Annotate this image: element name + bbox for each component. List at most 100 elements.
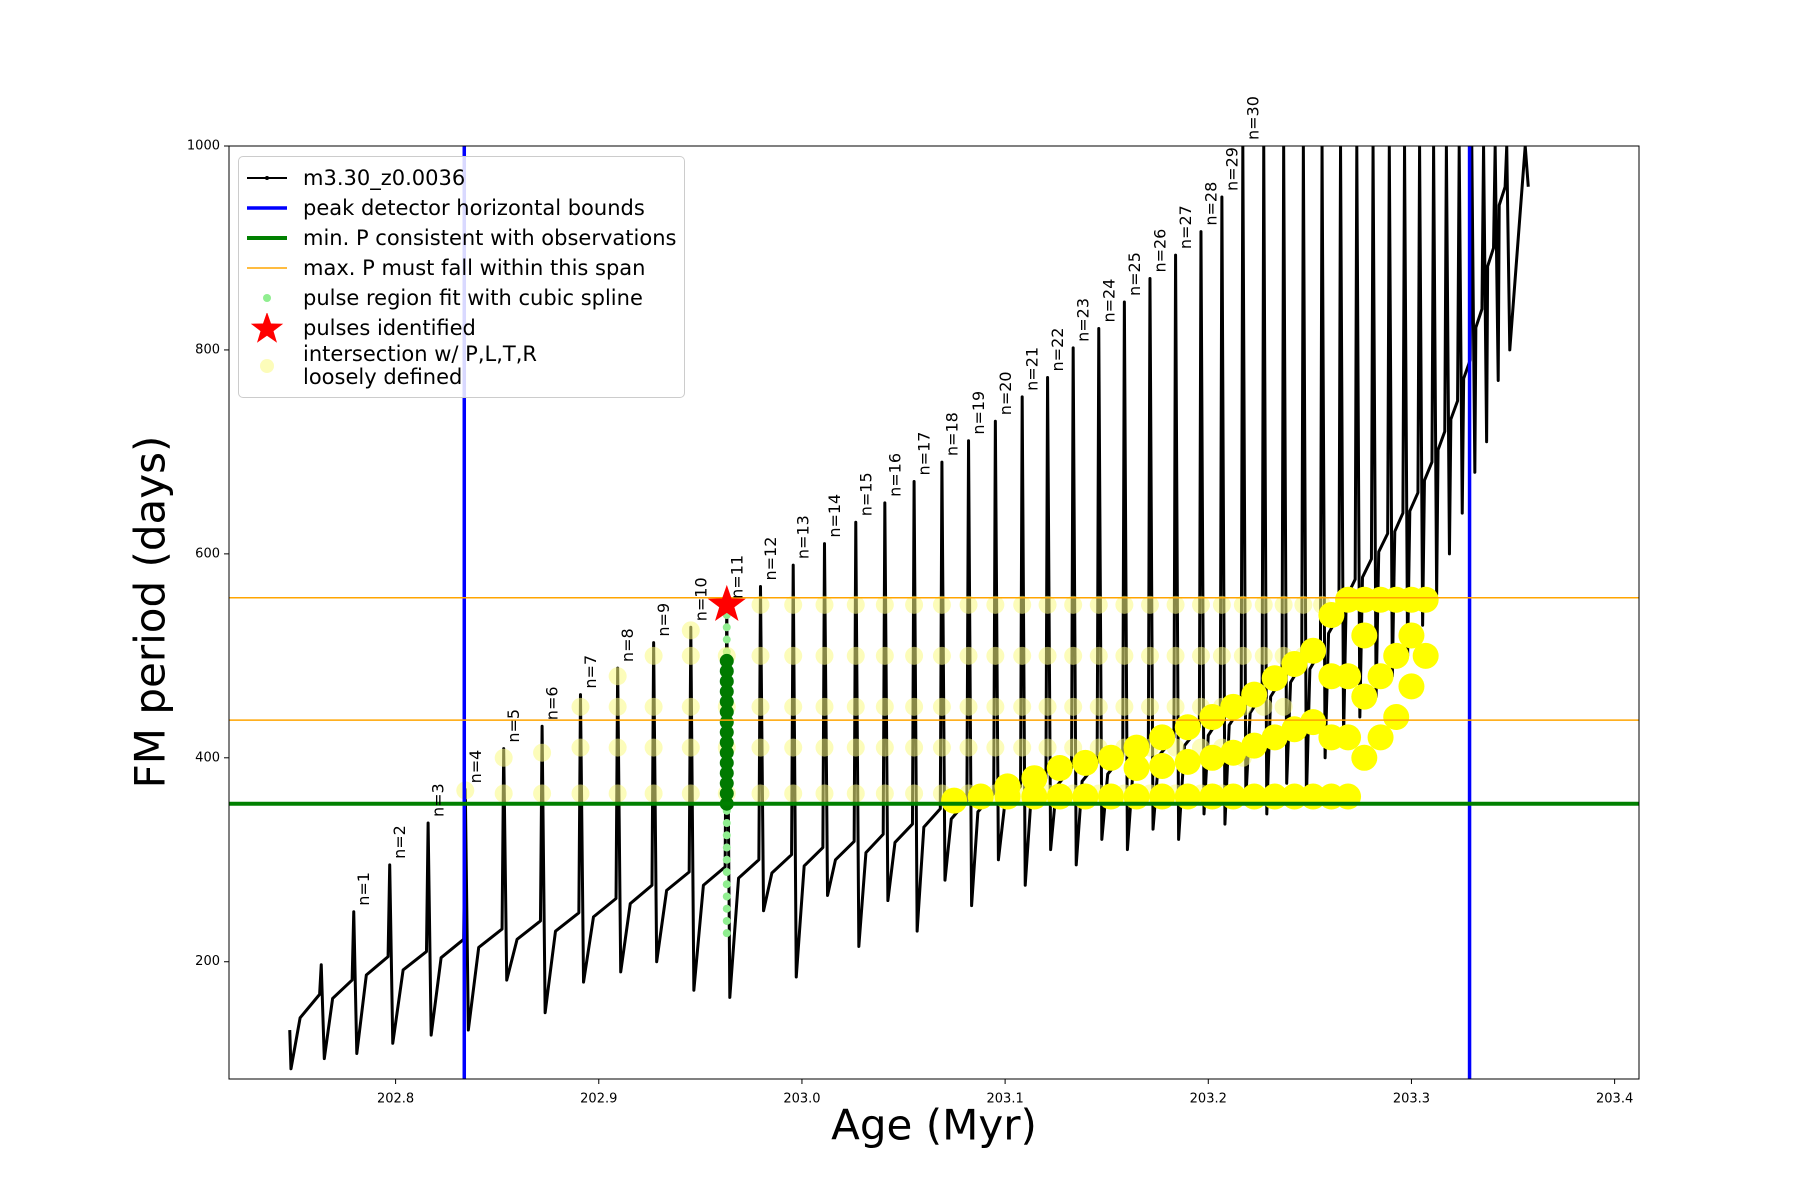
data-point (1123, 734, 1150, 761)
data-point (1383, 704, 1410, 731)
data-point (1149, 752, 1176, 779)
data-point (1089, 646, 1108, 665)
data-point (719, 745, 734, 760)
legend-label: peak detector horizontal bounds (303, 195, 645, 220)
data-point (932, 697, 951, 716)
data-point (1274, 595, 1293, 614)
pulse-label: n=2 (390, 825, 409, 859)
data-point (571, 784, 590, 803)
legend-swatch (247, 176, 287, 180)
legend-swatch (260, 359, 274, 373)
legend-label: max. P must fall within this span (303, 255, 646, 280)
data-point (1174, 748, 1201, 775)
data-point (722, 916, 731, 925)
data-point (722, 843, 731, 852)
data-point (719, 694, 734, 709)
data-point (751, 697, 770, 716)
data-point (846, 784, 865, 803)
data-point (846, 646, 865, 665)
data-point (1013, 697, 1032, 716)
pulse-label: n=29 (1222, 147, 1241, 191)
data-point (722, 880, 731, 889)
data-point (719, 725, 734, 740)
pulse-label: n=14 (825, 494, 844, 538)
data-point (959, 595, 978, 614)
legend-entry: peak detector horizontal bounds (245, 193, 676, 223)
x-tick-label: 203.3 (1393, 1092, 1430, 1107)
data-point (994, 773, 1021, 800)
data-point (719, 715, 734, 730)
legend-symbol (265, 176, 269, 180)
data-point (1174, 714, 1201, 741)
pulse-label: n=20 (996, 371, 1015, 415)
data-point (1274, 697, 1293, 716)
data-point (875, 784, 894, 803)
data-point (1140, 595, 1159, 614)
data-point (1089, 595, 1108, 614)
data-point (1294, 595, 1313, 614)
data-point (1140, 646, 1159, 665)
x-tick-label: 202.9 (580, 1092, 617, 1107)
data-point (644, 697, 663, 716)
data-point (784, 646, 803, 665)
legend-entry: m3.30_z0.0036 (245, 163, 676, 193)
x-tick-label: 203.1 (987, 1092, 1024, 1107)
data-point (1140, 697, 1159, 716)
data-point (751, 646, 770, 665)
data-point (644, 738, 663, 757)
data-point (681, 646, 700, 665)
data-point (1191, 595, 1210, 614)
data-point (1115, 697, 1134, 716)
data-point (1261, 724, 1288, 751)
x-tick-label: 203.0 (783, 1092, 820, 1107)
pulse-label: n=24 (1099, 279, 1118, 323)
data-point (986, 646, 1005, 665)
data-point (1261, 665, 1288, 692)
y-tick-label: 800 (195, 342, 220, 357)
pulse-label: n=27 (1176, 205, 1195, 249)
legend-symbol (250, 313, 284, 343)
data-point (905, 646, 924, 665)
data-point (815, 784, 834, 803)
legend-swatch (247, 206, 287, 210)
data-point (751, 595, 770, 614)
pulse-label: n=28 (1201, 182, 1220, 226)
data-point (959, 738, 978, 757)
legend-symbol (263, 294, 271, 302)
legend-label: m3.30_z0.0036 (303, 165, 466, 190)
pulse-label: n=17 (915, 432, 934, 476)
data-point (681, 621, 700, 640)
data-point (1412, 586, 1439, 613)
data-point (1233, 646, 1252, 665)
legend-entry: pulses identified (245, 313, 676, 343)
data-point (719, 786, 734, 801)
legend-label: pulses identified (303, 315, 476, 340)
data-point (1335, 663, 1362, 690)
data-point (722, 892, 731, 901)
data-point (1038, 738, 1057, 757)
data-point (905, 595, 924, 614)
data-point (1072, 749, 1099, 776)
data-point (751, 784, 770, 803)
pulse-label: n=21 (1023, 347, 1042, 391)
y-tick-label: 200 (195, 954, 220, 969)
data-point (1064, 738, 1083, 757)
data-point (1097, 744, 1124, 771)
data-point (722, 623, 731, 632)
data-point (932, 646, 951, 665)
data-point (1115, 646, 1134, 665)
data-point (1212, 646, 1231, 665)
pulse-label: n=5 (504, 709, 523, 743)
data-point (719, 674, 734, 689)
data-point (986, 595, 1005, 614)
legend-symbol (260, 359, 274, 373)
data-point (1038, 595, 1057, 614)
y-tick-label: 600 (195, 546, 220, 561)
pulse-label: n=3 (429, 783, 448, 817)
data-point (644, 784, 663, 803)
pulse-label: n=4 (466, 750, 485, 784)
data-point (815, 738, 834, 757)
x-tick-label: 202.8 (377, 1092, 414, 1107)
data-point (1199, 744, 1226, 771)
